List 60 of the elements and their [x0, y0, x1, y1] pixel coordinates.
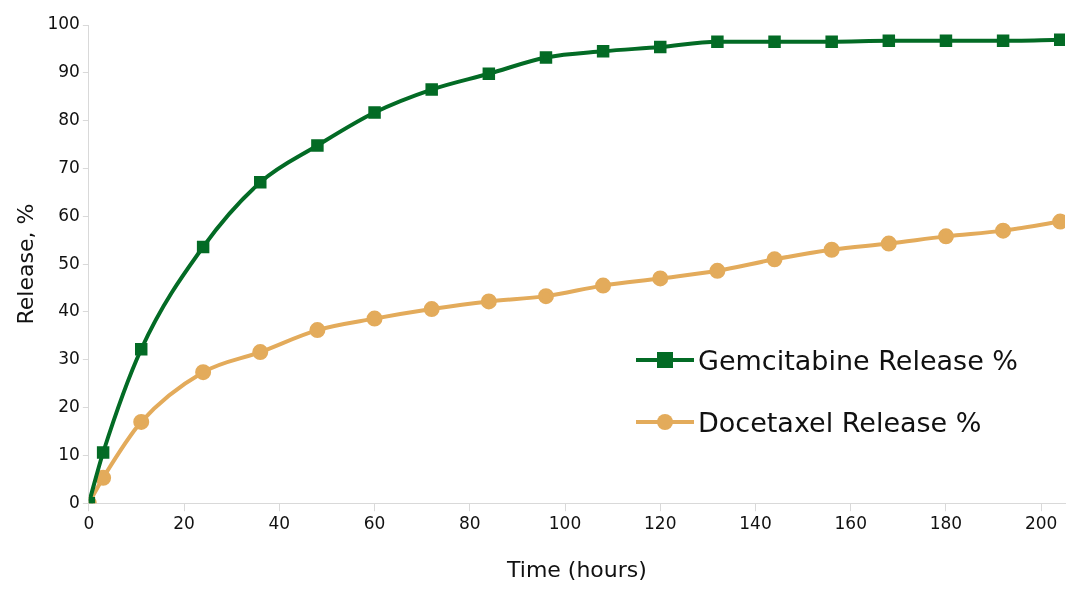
point	[995, 222, 1012, 239]
point	[482, 67, 496, 81]
point	[823, 241, 840, 258]
y-tick-label: 90	[58, 61, 80, 82]
y-tick-label: 0	[69, 491, 80, 512]
y-tick-label: 20	[58, 395, 80, 416]
point	[96, 446, 110, 459]
x-tick-label: 60	[363, 512, 386, 533]
point	[368, 106, 381, 119]
y-tick-label: 100	[47, 13, 80, 34]
x-tick-label: 160	[834, 512, 867, 533]
y-tick-label: 40	[58, 300, 80, 321]
y-tick-label: 60	[58, 204, 80, 225]
x-tick-label: 80	[458, 512, 481, 533]
point	[939, 34, 953, 48]
point	[196, 240, 210, 254]
point	[195, 364, 212, 381]
x-tick-label: 200	[1024, 512, 1058, 533]
x-tick-label: 140	[739, 512, 772, 533]
y-axis-title: Release, %	[12, 203, 38, 325]
y-tick-label: 10	[58, 443, 80, 464]
point	[311, 139, 324, 152]
y-tick-label: 80	[58, 109, 80, 130]
point	[134, 342, 148, 356]
point	[309, 322, 326, 339]
y-tick-label: 30	[58, 348, 80, 369]
legend-label: Gemcitabine Release %	[698, 344, 1018, 376]
point	[366, 310, 383, 327]
point	[425, 83, 438, 96]
point	[766, 251, 783, 268]
x-axis-title: Time (hours)	[505, 556, 647, 582]
point	[537, 288, 554, 305]
point	[996, 34, 1010, 48]
x-tick-label: 40	[268, 512, 291, 533]
y-tick-label: 70	[58, 156, 80, 177]
point	[654, 40, 667, 54]
point	[709, 262, 726, 279]
point	[423, 301, 440, 318]
x-tick-label: 20	[173, 512, 195, 533]
point	[480, 293, 497, 310]
point	[596, 45, 610, 58]
x-tick-label: 180	[929, 512, 963, 533]
point	[711, 35, 724, 48]
point	[652, 270, 669, 287]
point	[254, 176, 267, 189]
y-tick-label: 50	[58, 252, 80, 273]
point	[880, 235, 897, 252]
point	[539, 51, 553, 64]
x-tick-label: 0	[83, 512, 95, 533]
point	[768, 35, 781, 48]
point	[937, 228, 954, 245]
point	[133, 413, 150, 430]
point	[252, 344, 269, 361]
legend-label: Docetaxel Release %	[698, 406, 982, 438]
x-tick-label: 100	[548, 512, 582, 533]
point	[595, 277, 612, 294]
point	[825, 35, 838, 48]
x-tick-label: 120	[644, 512, 677, 533]
point	[882, 34, 896, 48]
point	[95, 469, 112, 486]
